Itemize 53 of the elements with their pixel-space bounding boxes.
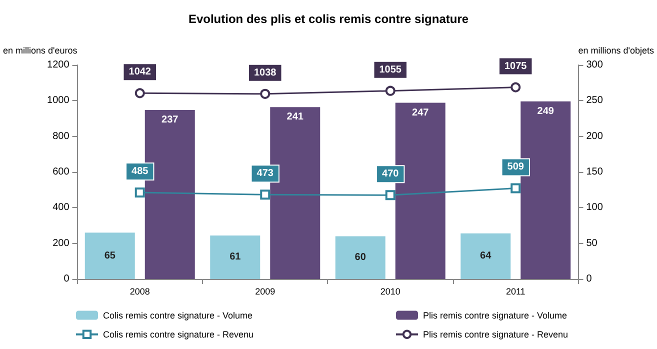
data-label: 509 xyxy=(507,162,524,173)
y-tick-label: 400 xyxy=(52,202,70,214)
y2-tick-label: 50 xyxy=(586,238,598,249)
x-tick-label: 2009 xyxy=(255,286,276,296)
point xyxy=(134,88,145,98)
point xyxy=(385,190,396,200)
data-label: 64 xyxy=(480,250,492,262)
y-tick-label: 800 xyxy=(52,130,70,142)
data-label: 249 xyxy=(537,106,554,117)
legend-label: Plis remis contre signature - Volume xyxy=(423,310,568,320)
legend-label: Plis remis contre signature - Revenu xyxy=(423,329,568,340)
y-axis-title: en millions d'euros xyxy=(2,46,78,56)
y2-tick-label: 100 xyxy=(586,202,604,214)
point xyxy=(260,88,270,99)
data-label: 485 xyxy=(132,166,149,178)
data-label: 473 xyxy=(256,168,274,180)
y2-tick-label: 0 xyxy=(586,274,592,284)
x-tick-label: 2011 xyxy=(506,286,526,296)
data-label: 1075 xyxy=(504,60,528,72)
y-tick-label: 1000 xyxy=(47,95,70,106)
chart-title: Evolution des plis et colis remis contre signature xyxy=(188,12,469,26)
y2-tick-label: 250 xyxy=(586,95,604,106)
y2-axis-title: en millions d'objets xyxy=(578,46,654,56)
data-label: 241 xyxy=(286,112,304,123)
y2-tick-label: 200 xyxy=(586,130,604,142)
data-label: 1038 xyxy=(254,67,277,78)
y2-tick-label: 300 xyxy=(586,60,604,70)
bar xyxy=(460,233,511,279)
data-label: 60 xyxy=(354,252,366,264)
data-label: 470 xyxy=(382,168,400,180)
data-label: 65 xyxy=(104,250,116,262)
y2-tick-label: 150 xyxy=(586,166,604,178)
y-tick-label: 1200 xyxy=(47,60,70,70)
legend-label: Colis remis contre signature - Revenu xyxy=(103,329,254,340)
data-label: 1042 xyxy=(128,66,152,78)
y-tick-label: 0 xyxy=(64,274,70,284)
y-tick-label: 600 xyxy=(52,166,70,178)
bar xyxy=(84,232,135,279)
point xyxy=(510,82,521,92)
bar xyxy=(210,235,260,279)
point xyxy=(385,86,396,96)
data-label: 237 xyxy=(162,114,179,126)
point xyxy=(260,190,270,200)
legend-label: Colis remis contre signature - Volume xyxy=(103,310,253,320)
data-label: 247 xyxy=(412,107,430,118)
data-label: 1055 xyxy=(379,64,402,76)
x-tick-label: 2008 xyxy=(130,286,150,296)
bar xyxy=(335,236,386,279)
point xyxy=(510,183,521,194)
x-tick-label: 2010 xyxy=(380,286,400,296)
data-label: 61 xyxy=(230,252,242,263)
y-tick-label: 200 xyxy=(52,238,70,249)
point xyxy=(134,188,145,198)
